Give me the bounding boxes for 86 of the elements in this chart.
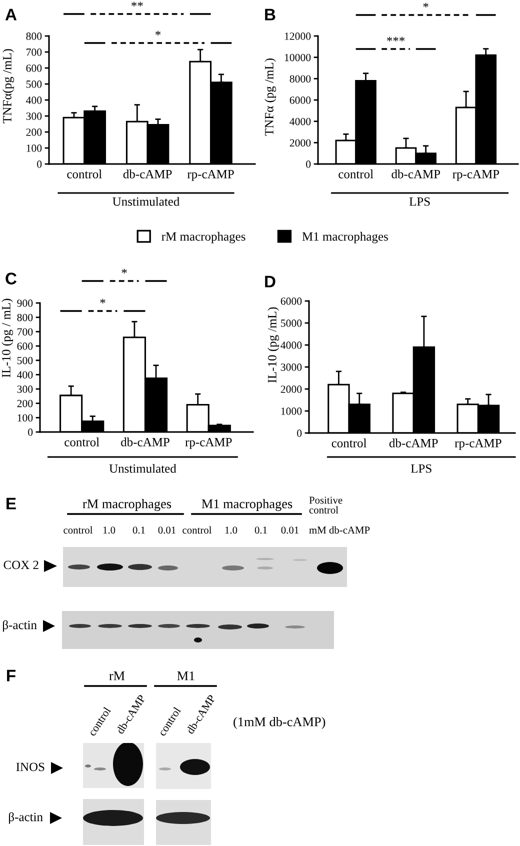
x-tick-label: db-cAMP: [123, 170, 172, 178]
text: M1: [177, 671, 194, 680]
y-tick-label: 600: [17, 342, 33, 350]
x-tick-label: db-cAMP: [389, 438, 438, 448]
y-tick-label: 0: [297, 430, 302, 437]
y-tick-label: 3000: [280, 364, 302, 371]
text: 0.1: [254, 526, 267, 534]
y-tick-label: 700: [18, 328, 33, 336]
y-axis-title: IL-10 (pg / mL): [2, 298, 13, 378]
text: control: [182, 526, 212, 534]
y-tick-label: 100: [18, 414, 33, 422]
y-tick-label: 500: [17, 356, 33, 364]
text: **: [132, 2, 143, 6]
y-tick-label: 400: [17, 371, 33, 379]
text: β-actin: [2, 620, 37, 632]
y-tick-label: 800: [26, 32, 42, 40]
y-tick-label: 400: [26, 96, 42, 104]
y-tick-label: 6000: [280, 298, 302, 305]
x-axis-title: Unstimulated: [112, 197, 180, 206]
text: (1mM db-cAMP): [234, 717, 326, 729]
annotation: ***: [387, 36, 405, 42]
x-tick-label: control: [64, 438, 100, 446]
y-tick-label: 100: [26, 144, 42, 152]
text: *: [423, 2, 428, 8]
text: β-actin: [8, 812, 43, 824]
chart-title: C: [6, 272, 17, 284]
y-tick-label: 300: [26, 112, 42, 120]
x-axis-title: LPS: [409, 197, 430, 206]
y-tick-label: 4000: [280, 342, 302, 349]
y-tick-label: 500: [26, 80, 42, 88]
y-axis-title: TNFα(pg /mL): [2, 49, 14, 124]
y-tick-label: 700: [26, 48, 42, 56]
x-tick-label: rp-cAMP: [452, 170, 500, 181]
text: M1 macrophages: [202, 499, 292, 511]
legend-label: M1 macrophages: [302, 232, 388, 244]
y-axis-title: TNFα (pg /mL): [264, 58, 276, 136]
y-tick-label: 6000: [290, 96, 311, 104]
legend-label: rM macrophages: [162, 232, 246, 244]
y-tick-label: 300: [17, 386, 33, 393]
text: INOS: [16, 762, 44, 772]
y-tick-label: 5000: [281, 320, 302, 327]
y-tick-label: 1000: [281, 408, 302, 415]
text: 0.1: [132, 526, 145, 534]
annotation: *: [100, 298, 106, 304]
chart-title: D: [265, 276, 276, 288]
y-tick-label: 10000: [284, 54, 311, 62]
text: Positive control: [309, 496, 342, 514]
y-tick-label: 8000: [290, 75, 311, 83]
chart-title: A: [5, 8, 17, 20]
text: *: [122, 268, 127, 274]
x-tick-label: db-cAMP: [392, 170, 440, 178]
y-tick-label: 200: [17, 400, 33, 408]
x-tick-label: rp-cAMP: [187, 170, 234, 181]
y-tick-label: 0: [37, 160, 42, 168]
chart-title: B: [265, 8, 276, 20]
y-tick-label: 2000: [280, 386, 302, 393]
x-axis-title: LPS: [410, 464, 432, 473]
text: 1.0: [225, 526, 238, 534]
y-tick-label: 800: [17, 314, 33, 322]
y-axis-title: IL-10 (pg /mL): [268, 307, 279, 383]
y-tick-label: 0: [306, 160, 311, 168]
text: rM macrophages: [82, 499, 172, 511]
y-tick-label: 4000: [290, 118, 311, 126]
text: F: [7, 670, 16, 682]
x-tick-label: control: [67, 170, 102, 178]
text: mM db-cAMP: [309, 526, 370, 534]
y-tick-label: 0: [28, 428, 33, 436]
x-tick-label: control: [338, 170, 374, 178]
y-tick-label: 900: [17, 300, 33, 307]
text: COX 2: [4, 560, 38, 570]
text: E: [6, 498, 16, 510]
x-tick-label: rp-cAMP: [185, 438, 232, 449]
x-tick-label: control: [332, 438, 366, 448]
text: 0.01: [158, 526, 176, 534]
y-tick-label: 12000: [284, 32, 311, 40]
text: 0.01: [281, 526, 298, 534]
y-tick-label: 2000: [290, 139, 311, 147]
text: rM: [109, 672, 125, 680]
x-tick-label: db-cAMP: [121, 438, 170, 446]
y-tick-label: 600: [26, 64, 42, 72]
x-tick-label: rp-cAMP: [454, 438, 502, 450]
text: control: [64, 526, 93, 534]
text: 1.0: [103, 526, 116, 534]
y-tick-label: 200: [26, 128, 42, 136]
x-axis-title: Unstimulated: [109, 464, 176, 473]
text: *: [155, 30, 161, 36]
